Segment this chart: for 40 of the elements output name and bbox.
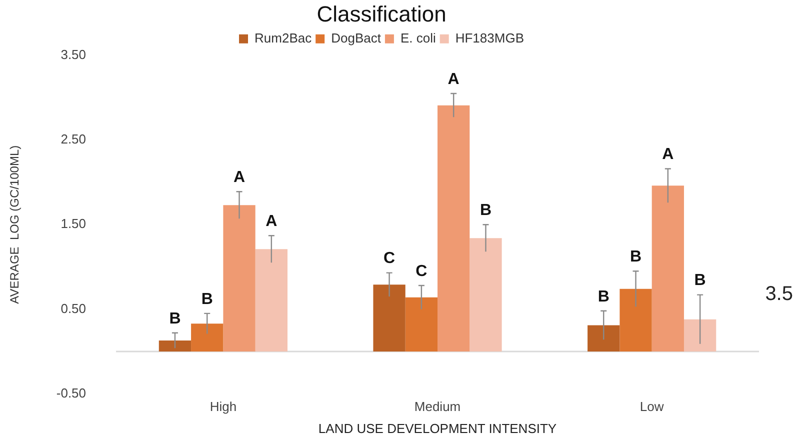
y-tick-label: 1.50	[60, 216, 86, 232]
y-tick-label: 3.50	[60, 46, 86, 62]
legend-label: HF183MGB	[455, 30, 524, 46]
bar	[470, 238, 502, 352]
bar	[438, 105, 470, 352]
bar	[223, 205, 256, 352]
data-label: B	[694, 272, 706, 290]
x-tick-label: Medium	[414, 399, 461, 414]
bar	[405, 297, 438, 352]
data-label: B	[630, 248, 642, 266]
y-tick-label: -0.50	[56, 385, 86, 400]
data-label: C	[416, 262, 428, 280]
y-tick-label: 0.50	[60, 300, 86, 316]
bar	[373, 284, 406, 352]
data-label: B	[480, 202, 492, 220]
bar	[158, 340, 192, 352]
legend-label: DogBact	[331, 30, 382, 46]
bar	[255, 249, 288, 352]
chart-title: Classification	[316, 1, 446, 26]
legend-label: Rum2Bac	[254, 30, 312, 46]
bar	[620, 288, 652, 352]
bar	[191, 324, 224, 352]
data-label: B	[598, 288, 610, 306]
x-tick-label: Low	[640, 399, 664, 414]
bar	[588, 325, 620, 352]
y-tick-label: 2.50	[60, 132, 86, 147]
x-tick-label: High	[210, 399, 237, 414]
y-axis-title: AVERAGE LOG (GC/100ML)	[8, 145, 22, 304]
data-label: A	[233, 169, 246, 186]
text: 3.5	[765, 283, 793, 306]
legend-label: E. coli	[400, 30, 436, 46]
data-label: A	[448, 70, 460, 88]
bar	[652, 186, 684, 352]
data-label: C	[384, 250, 396, 268]
data-label: B	[169, 310, 181, 328]
data-label: A	[266, 213, 278, 230]
x-axis-title: LAND USE DEVELOPMENT INTENSITY	[318, 420, 557, 436]
data-label: A	[662, 146, 674, 164]
bar	[684, 319, 716, 352]
data-label: B	[201, 290, 213, 308]
